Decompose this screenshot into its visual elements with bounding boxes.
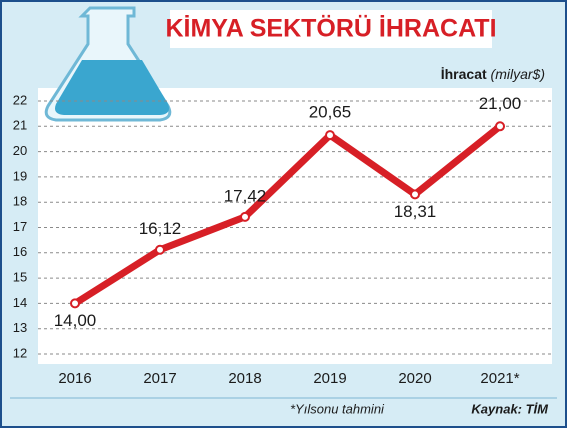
plot-area	[38, 88, 552, 364]
footnote: *Yılsonu tahmini	[290, 401, 385, 416]
value-label: 16,12	[139, 219, 182, 238]
y-tick-label: 19	[13, 168, 27, 183]
y-tick-label: 16	[13, 244, 27, 259]
point	[410, 189, 420, 200]
point	[155, 244, 165, 255]
x-tick-label: 2019	[313, 370, 346, 387]
y-axis-label-unit: (milyar$)	[491, 66, 545, 82]
point	[240, 211, 250, 222]
source: Kaynak: TİM	[471, 401, 549, 416]
line	[71, 122, 504, 307]
point	[70, 298, 80, 309]
x-tick-label: 2018	[228, 370, 261, 387]
value-label: 20,65	[309, 103, 352, 122]
y-tick-label: 22	[13, 92, 27, 107]
value-label: 17,42	[224, 186, 267, 205]
chart-title: KİMYA SEKTÖRÜ İHRACATI	[165, 14, 496, 43]
y-axis-label: İhracat (milyar$)	[441, 66, 545, 82]
x-tick-label: 2020	[398, 370, 431, 387]
y-tick-label: 15	[13, 270, 27, 285]
y-tick-label: 18	[13, 194, 27, 209]
x-tick-label: 2017	[143, 370, 176, 387]
y-tick-label: 21	[13, 118, 27, 133]
y-tick-label: 13	[13, 320, 27, 335]
value-label: 21,00	[479, 94, 522, 113]
y-tick-label: 12	[13, 345, 27, 360]
x-tick-label: 2016	[58, 370, 91, 387]
x-tick-label: 2021*	[480, 370, 519, 387]
point	[495, 121, 505, 132]
y-axis-label-main: İhracat	[441, 66, 487, 82]
y-tick-label: 20	[13, 143, 27, 158]
value-label: 14,00	[54, 311, 97, 330]
y-tick-label: 17	[13, 219, 27, 234]
value-label: 18,31	[394, 202, 437, 221]
point	[325, 130, 335, 141]
title-box	[170, 10, 492, 48]
y-tick-label: 14	[13, 295, 27, 310]
